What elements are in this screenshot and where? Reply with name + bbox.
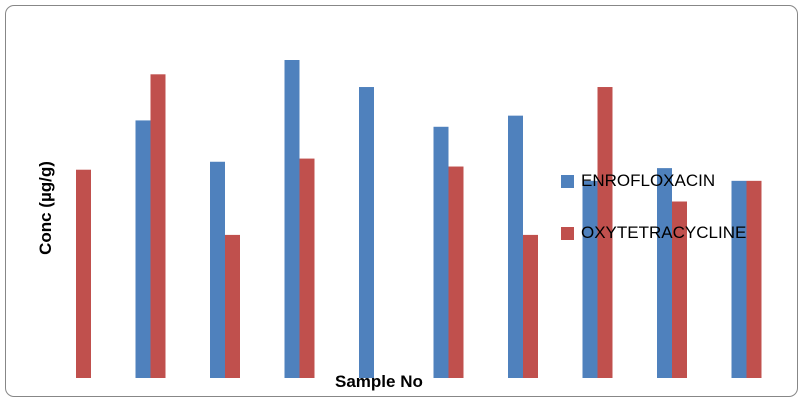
bar-oxytetracycline-8: [597, 87, 613, 378]
bar-oxytetracycline-4: [299, 158, 315, 378]
bar-oxytetracycline-10: [746, 180, 762, 378]
y-axis-title: Conc (µg/g): [36, 161, 55, 255]
legend-item-oxytetracycline: OXYTETRACYCLINE: [561, 220, 746, 246]
bar-enrofloxacin-6: [433, 126, 449, 378]
bar-oxytetracycline-7: [523, 234, 538, 378]
legend-swatch-oxytetracycline: [561, 226, 574, 240]
bar-enrofloxacin-4: [284, 60, 300, 378]
bar-oxytetracycline-9: [672, 201, 687, 378]
legend-label-oxytetracycline: OXYTETRACYCLINE: [581, 223, 747, 242]
bars-group: [76, 60, 762, 379]
legend-swatch-enrofloxacin: [561, 174, 574, 188]
bar-oxytetracycline-2: [150, 74, 166, 378]
bar-enrofloxacin-5: [359, 87, 374, 378]
legend: ENROFLOXACIN OXYTETRACYCLINE: [561, 168, 746, 272]
bar-enrofloxacin-7: [508, 115, 523, 379]
bar-enrofloxacin-8: [582, 180, 598, 378]
bar-enrofloxacin-3: [210, 161, 225, 378]
legend-item-enrofloxacin: ENROFLOXACIN: [561, 168, 746, 194]
bar-oxytetracycline-6: [448, 166, 464, 378]
bar-oxytetracycline-1: [76, 169, 91, 378]
bar-oxytetracycline-3: [225, 234, 240, 378]
legend-label-enrofloxacin: ENROFLOXACIN: [581, 171, 716, 190]
x-axis-title: Sample No: [335, 372, 423, 391]
bar-enrofloxacin-10: [731, 180, 747, 378]
bar-enrofloxacin-2: [135, 120, 151, 379]
bar-enrofloxacin-9: [657, 168, 672, 378]
